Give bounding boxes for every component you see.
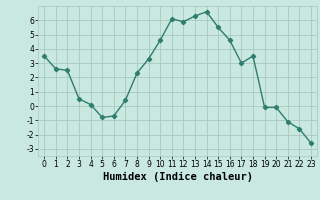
X-axis label: Humidex (Indice chaleur): Humidex (Indice chaleur) [103,172,252,182]
